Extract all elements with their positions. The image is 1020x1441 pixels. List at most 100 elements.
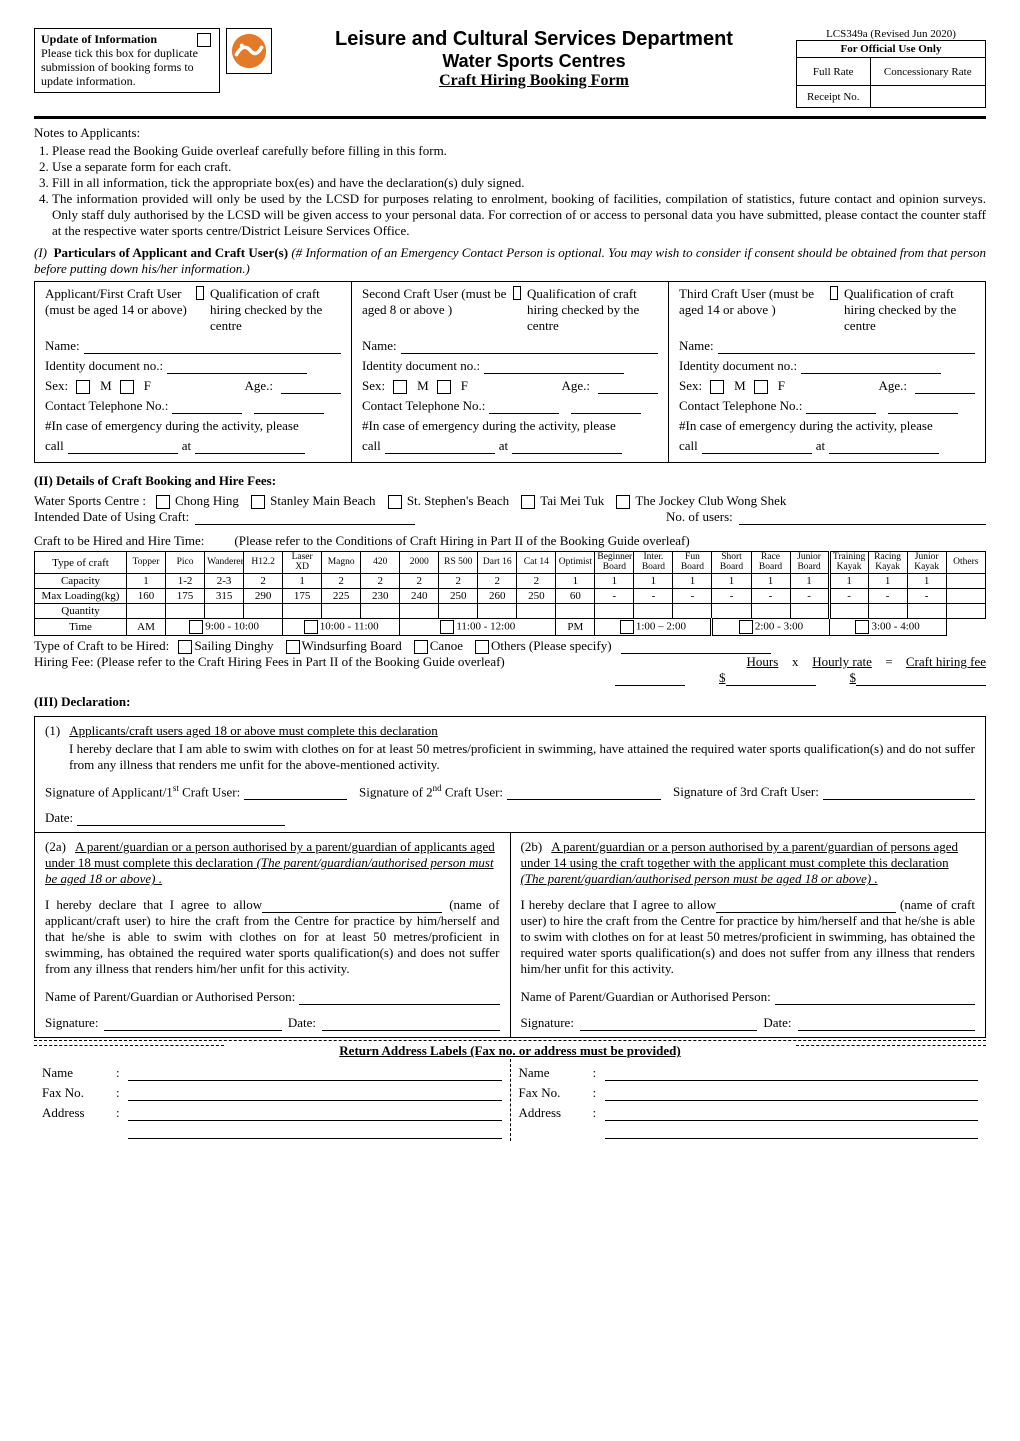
quantity-cell[interactable] [244,604,283,619]
sig1-input[interactable] [244,786,347,800]
id-input[interactable] [167,360,307,374]
others-specify-input[interactable] [621,640,771,654]
signatures-row: Signature of Applicant/1st Craft User: S… [45,783,975,800]
ret-addr-input-1[interactable] [128,1107,502,1121]
hours-input[interactable] [615,672,685,686]
sex-m-checkbox[interactable] [393,380,407,394]
time-slot-checkbox[interactable] [440,620,454,634]
quantity-cell[interactable] [907,604,946,619]
age-input[interactable] [281,380,341,394]
quantity-cell[interactable] [166,604,205,619]
tel-input-1[interactable] [489,400,559,414]
quantity-cell[interactable] [868,604,907,619]
hourly-rate-input[interactable] [726,672,816,686]
tel-input-1[interactable] [172,400,242,414]
ret-addr-input-2[interactable] [605,1107,979,1121]
intended-date-input[interactable] [195,511,415,525]
emergency-name-input[interactable] [385,440,495,454]
quantity-cell[interactable] [790,604,829,619]
tel-input-2[interactable] [571,400,641,414]
quantity-cell[interactable] [439,604,478,619]
decl2a-name-input[interactable] [262,899,442,913]
decl2a-date-label: Date: [288,1015,316,1031]
id-input[interactable] [801,360,941,374]
quantity-cell[interactable] [673,604,712,619]
decl2a-np-input[interactable] [299,991,499,1005]
decl2a-date-input[interactable] [322,1017,499,1031]
decl1-date-input[interactable] [77,812,285,826]
age-input[interactable] [915,380,975,394]
emergency-name-input[interactable] [702,440,812,454]
emergency-tel-input[interactable] [195,440,305,454]
centre-checkbox[interactable] [388,495,402,509]
quantity-cell[interactable] [556,604,595,619]
decl2b-name-input[interactable] [716,899,896,913]
quantity-cell[interactable] [634,604,673,619]
quantity-cell[interactable] [751,604,790,619]
quantity-cell[interactable] [517,604,556,619]
ret-name-input-1[interactable] [128,1067,502,1081]
qualification-checkbox[interactable] [513,286,521,300]
craft-type-checkbox[interactable] [414,640,428,654]
quantity-cell[interactable] [205,604,244,619]
time-slot-checkbox[interactable] [189,620,203,634]
sex-m-checkbox[interactable] [76,380,90,394]
tel-input-2[interactable] [254,400,324,414]
craft-type-checkbox[interactable] [286,640,300,654]
emergency-tel-input[interactable] [829,440,939,454]
sex-f-checkbox[interactable] [120,380,134,394]
centre-checkbox[interactable] [251,495,265,509]
sex-f-checkbox[interactable] [754,380,768,394]
craft-type-checkbox[interactable] [178,640,192,654]
receipt-value[interactable] [870,86,986,108]
quantity-cell[interactable] [127,604,166,619]
emergency-tel-input[interactable] [512,440,622,454]
ret-name-input-2[interactable] [605,1067,979,1081]
craft-col-header: Cat 14 [517,552,556,574]
centre-checkbox[interactable] [616,495,630,509]
quantity-cell[interactable] [478,604,517,619]
quantity-cell[interactable] [361,604,400,619]
quantity-cell[interactable] [829,604,868,619]
centre-checkbox[interactable] [521,495,535,509]
quantity-cell[interactable] [712,604,751,619]
qualification-checkbox[interactable] [196,286,204,300]
emergency-name-input[interactable] [68,440,178,454]
name-input[interactable] [718,340,975,354]
time-slot-checkbox[interactable] [739,620,753,634]
name-input[interactable] [401,340,658,354]
quantity-cell[interactable] [595,604,634,619]
sig2-input[interactable] [507,786,661,800]
qualification-checkbox[interactable] [830,286,838,300]
notes-section: Notes to Applicants: Please read the Boo… [34,125,986,239]
quantity-cell[interactable] [400,604,439,619]
time-slot-checkbox[interactable] [855,620,869,634]
ret-addr-input-2b[interactable] [605,1125,979,1139]
ret-fax-input-2[interactable] [605,1087,979,1101]
name-input[interactable] [84,340,341,354]
decl2b-date-input[interactable] [798,1017,975,1031]
update-checkbox[interactable] [197,33,211,47]
quantity-cell[interactable] [322,604,361,619]
quantity-cell[interactable] [283,604,322,619]
sex-f-checkbox[interactable] [437,380,451,394]
id-input[interactable] [484,360,624,374]
quantity-cell[interactable] [946,604,985,619]
sig3-input[interactable] [823,786,975,800]
time-slot-checkbox[interactable] [304,620,318,634]
decl2b-sig-input[interactable] [580,1017,757,1031]
tel-input-1[interactable] [806,400,876,414]
age-input[interactable] [598,380,658,394]
decl2b-np-input[interactable] [775,991,975,1005]
no-users-input[interactable] [739,511,986,525]
sex-m-checkbox[interactable] [710,380,724,394]
time-slot-checkbox[interactable] [620,620,634,634]
tel-input-2[interactable] [888,400,958,414]
craft-type-checkbox[interactable] [475,640,489,654]
decl2a-sig-input[interactable] [104,1017,281,1031]
ret-addr-input-1b[interactable] [128,1125,502,1139]
centre-checkbox[interactable] [156,495,170,509]
craft-fee-input[interactable] [856,672,986,686]
ret-fax-input-1[interactable] [128,1087,502,1101]
sex-label: Sex: [679,378,702,394]
